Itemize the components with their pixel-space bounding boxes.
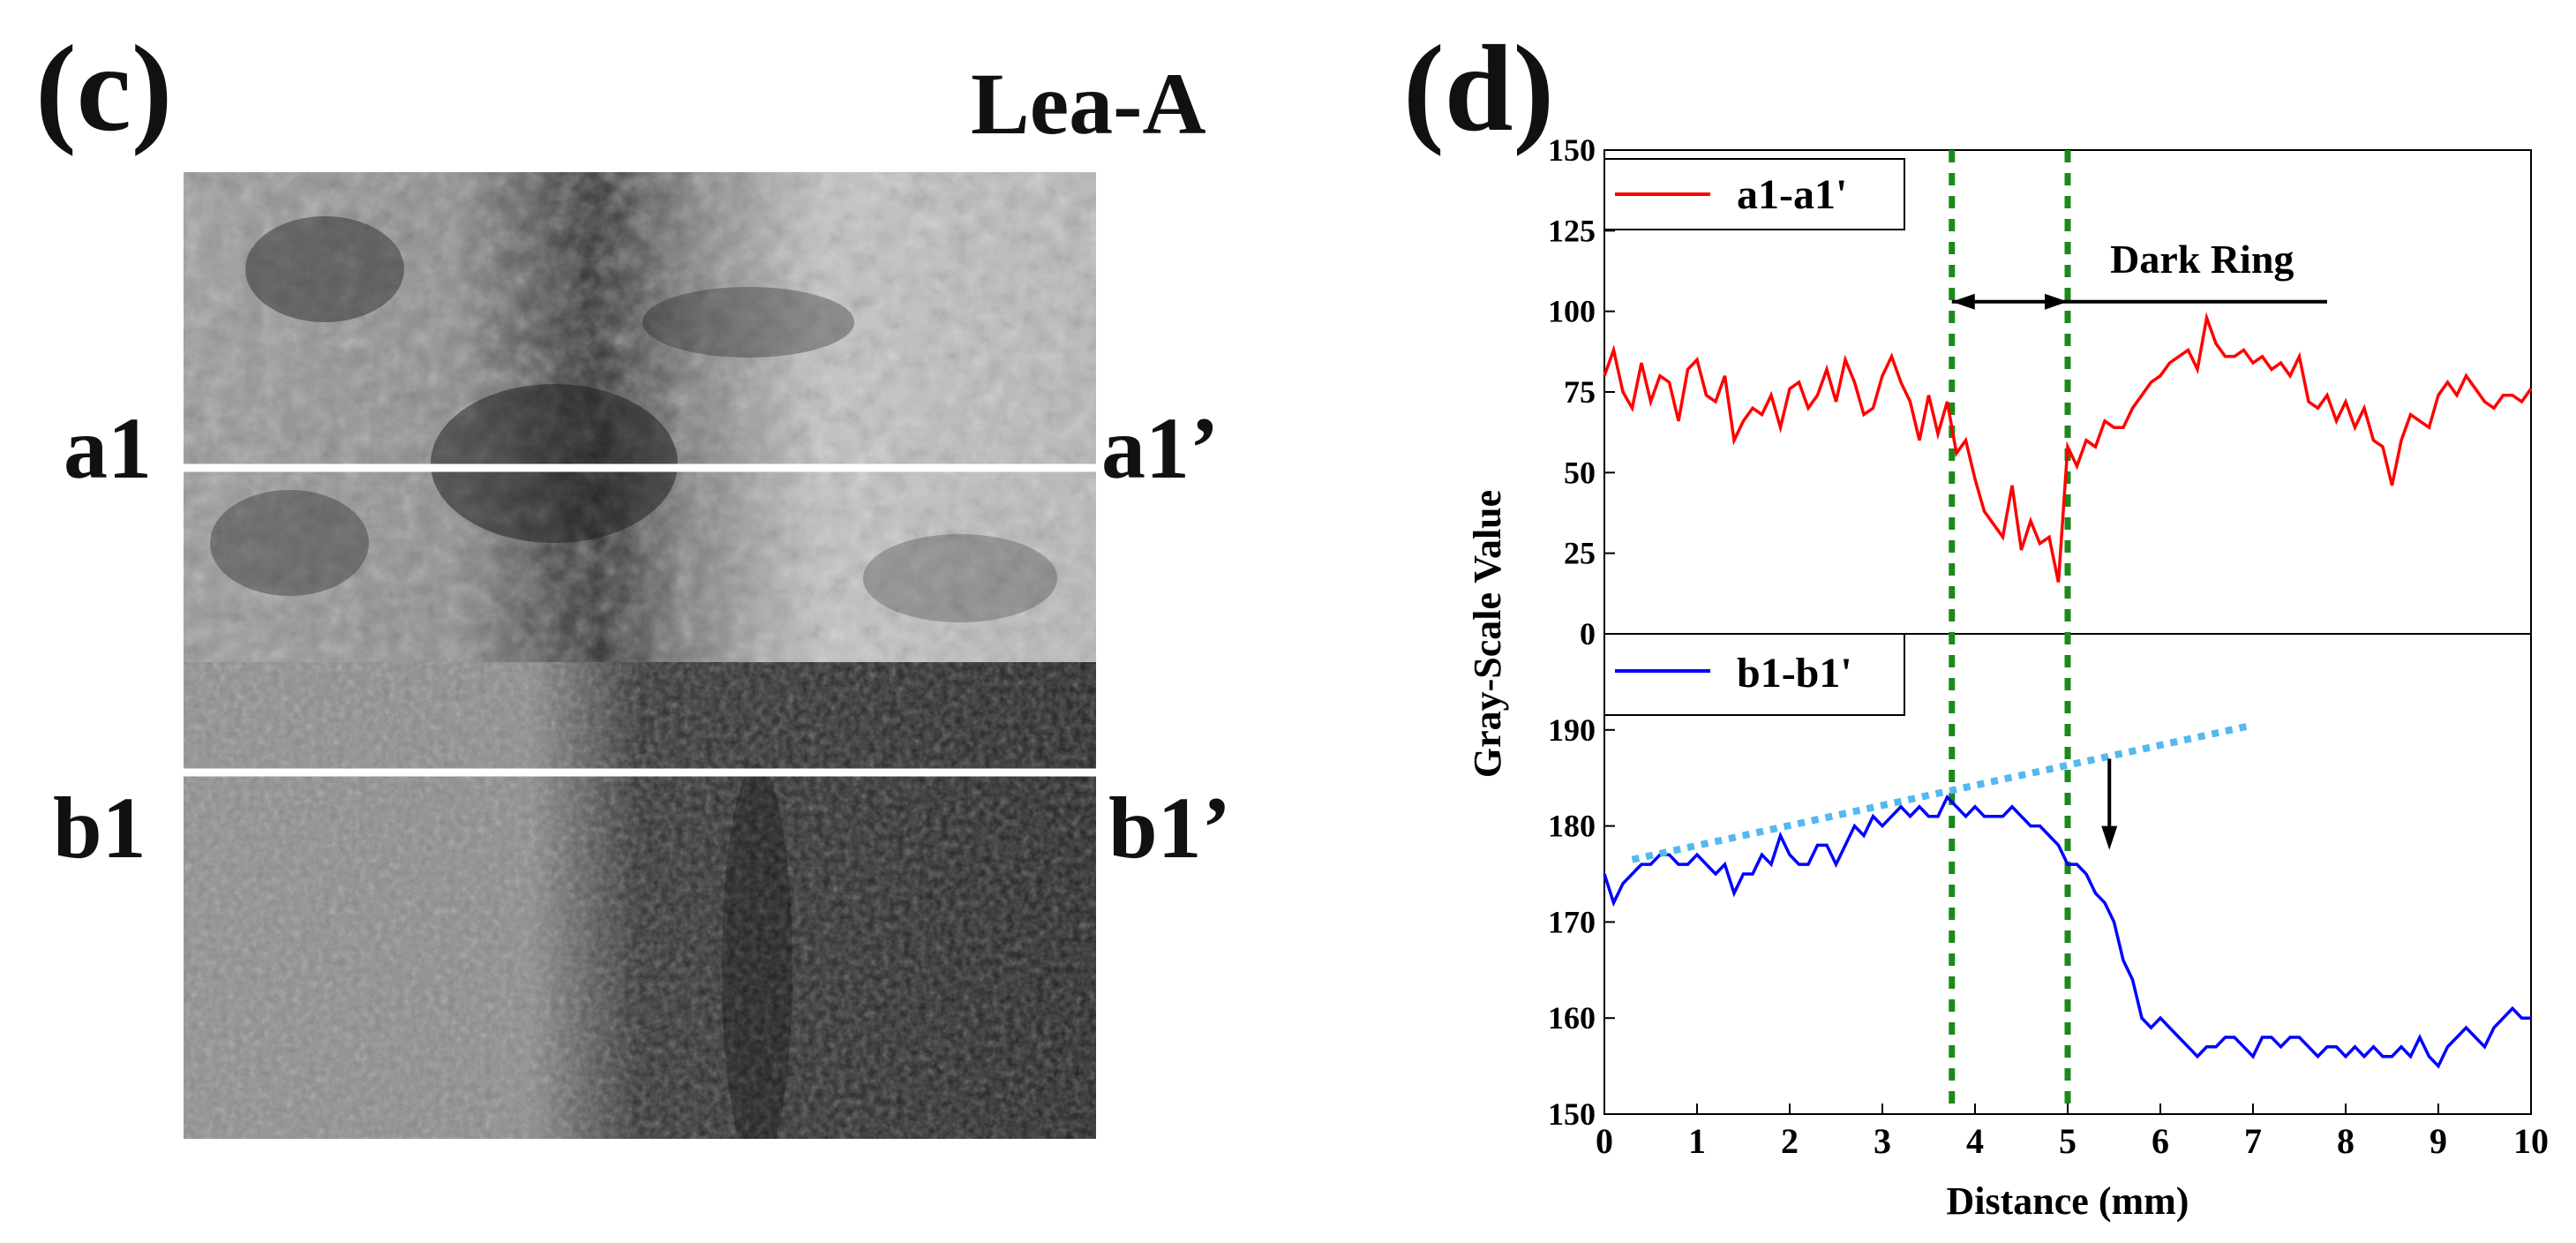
x-tick-label: 10 xyxy=(2513,1121,2549,1161)
bottom-y-tick-label: 170 xyxy=(1548,904,1596,939)
transition-arrow-head xyxy=(2101,825,2118,850)
bottom-legend-label: b1-b1' xyxy=(1737,650,1852,697)
x-tick-label: 2 xyxy=(1781,1121,1799,1161)
x-tick-label: 1 xyxy=(1688,1121,1706,1161)
line-a-start-label: a1 xyxy=(64,399,152,497)
micrograph-image xyxy=(184,172,1096,1139)
sample-label: Lea-A xyxy=(971,55,1206,153)
x-tick-label: 9 xyxy=(2430,1121,2447,1161)
top-y-tick-label: 50 xyxy=(1564,455,1596,490)
bottom-y-tick-label: 180 xyxy=(1548,809,1596,844)
line-a-end-label: a1’ xyxy=(1101,399,1220,497)
top-y-tick-label: 75 xyxy=(1564,374,1596,410)
top-y-tick-label: 150 xyxy=(1548,132,1596,168)
panel-c-label: (c) xyxy=(35,20,173,157)
bottom-y-tick-label: 190 xyxy=(1548,712,1596,748)
top-y-tick-label: 25 xyxy=(1564,536,1596,571)
dark-ring-arrow-left xyxy=(1951,293,1975,310)
trend-line xyxy=(1631,721,2254,863)
bottom-y-tick-label: 160 xyxy=(1548,1000,1596,1036)
x-tick-label: 0 xyxy=(1596,1121,1613,1161)
x-tick-label: 3 xyxy=(1874,1121,1891,1161)
y-axis-label: Gray-Scale Value xyxy=(1466,490,1509,778)
series-b1-line xyxy=(1603,794,2531,1069)
top-legend-label: a1-a1' xyxy=(1737,171,1847,218)
bottom-y-tick-label: 150 xyxy=(1548,1096,1596,1132)
dark-ring-label: Dark Ring xyxy=(2110,237,2294,282)
dark-ring-arrow-right xyxy=(2045,293,2068,310)
series-a1-line xyxy=(1603,312,2533,583)
top-y-tick-label: 125 xyxy=(1548,213,1596,248)
x-tick-label: 8 xyxy=(2337,1121,2354,1161)
top-y-tick-label: 0 xyxy=(1580,616,1596,652)
line-b-start-label: b1 xyxy=(53,779,146,877)
x-axis-label: Distance (mm) xyxy=(1947,1179,2189,1223)
x-tick-label: 7 xyxy=(2244,1121,2262,1161)
bottom-legend-box xyxy=(1603,633,1905,716)
x-tick-label: 6 xyxy=(2152,1121,2169,1161)
line-b-end-label: b1’ xyxy=(1108,779,1231,877)
x-tick-label: 4 xyxy=(1966,1121,1984,1161)
top-y-tick-label: 100 xyxy=(1548,294,1596,329)
x-tick-label: 5 xyxy=(2059,1121,2077,1161)
panel-d-label: (d) xyxy=(1403,20,1555,157)
